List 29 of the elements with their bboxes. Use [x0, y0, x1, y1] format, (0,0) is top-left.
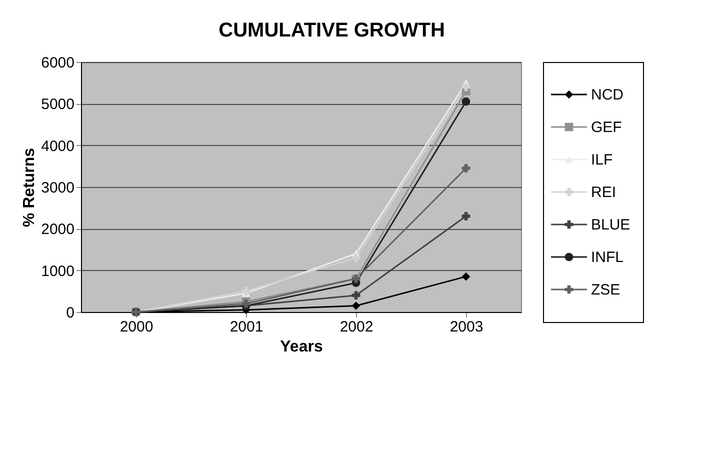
point	[462, 212, 470, 220]
point	[462, 272, 470, 281]
point	[352, 302, 360, 310]
x-tick-label: 2001	[230, 318, 264, 336]
legend-label: ZSE	[591, 282, 620, 298]
legend-label: REI	[591, 184, 616, 201]
legend-label: NCD	[591, 86, 624, 104]
legend-label: GEF	[591, 119, 622, 136]
chart-title: CUMULATIVE GROWTH	[218, 20, 445, 42]
x-tick-label: 2000	[120, 318, 154, 336]
legend-label: INFL	[591, 249, 624, 266]
y-axis-title: % Returns	[21, 148, 38, 228]
point	[462, 97, 470, 106]
point	[462, 164, 470, 172]
x-tick-label: 2002	[340, 318, 374, 336]
y-tick-label: 2000	[41, 221, 74, 238]
y-tick-label: 3000	[41, 180, 74, 196]
y-tick-label: 5000	[41, 96, 74, 114]
point	[242, 286, 250, 296]
point	[352, 254, 360, 262]
legend-label: ILF	[591, 152, 613, 168]
legend-label: BLUE	[591, 216, 630, 234]
x-axis-title: Years	[280, 338, 323, 356]
point	[352, 291, 360, 300]
y-tick-label: 1000	[41, 262, 74, 280]
y-tick-label: 6000	[41, 54, 74, 72]
y-tick-label: 0	[66, 304, 74, 322]
x-tick-label: 2003	[450, 318, 484, 336]
y-tick-label: 4000	[41, 138, 74, 155]
